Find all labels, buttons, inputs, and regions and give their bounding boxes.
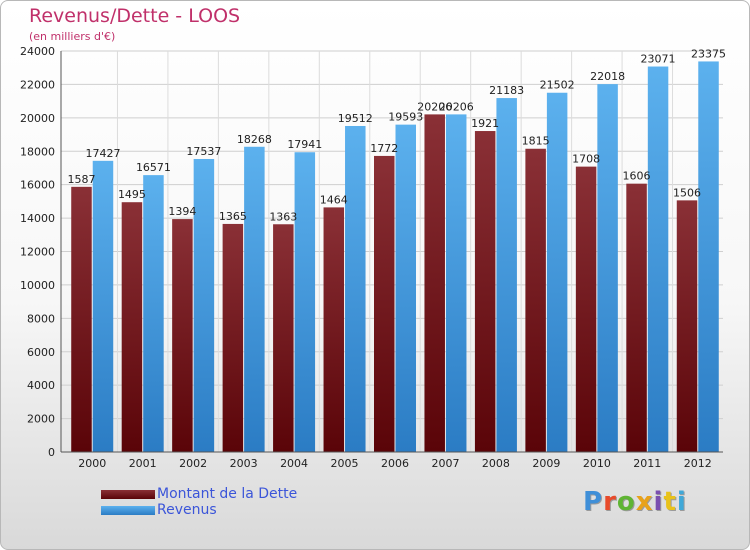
bar-debt-2002 [172,219,193,452]
x-tick-label-2003: 2003 [230,457,258,470]
logo-letter: o [616,487,636,517]
x-tick-label-2006: 2006 [381,457,409,470]
bar-revenus-2006 [395,124,416,453]
bar-revenus-2007 [445,114,467,452]
x-tick-label-2004: 2004 [280,457,308,470]
legend-swatch-revenus [101,506,155,515]
bar-revenus-2004 [294,152,316,453]
chart-subtitle: (en milliers d'€) [29,30,116,43]
y-tick-label-24000: 24000 [20,45,55,58]
data-label-revenus-2008: 21183 [489,84,524,97]
legend-swatch-debt [101,490,155,499]
data-label-debt-2004: 1363 [269,210,297,223]
data-label-revenus-2005: 19512 [338,112,373,125]
y-tick-label-8000: 8000 [27,312,55,325]
data-label-revenus-2004: 17941 [287,138,322,151]
chart-title: Revenus/Dette - LOOS [29,5,241,27]
x-tick-label-2005: 2005 [331,457,359,470]
bar-revenus-2012 [698,61,719,452]
data-label-debt-2001: 1495 [118,188,146,201]
data-label-debt-2006: 1772 [370,142,398,155]
y-tick-label-14000: 14000 [20,212,55,225]
legend-label-debt: Montant de la Dette [157,486,298,502]
bar-debt-2000 [71,186,92,452]
x-tick-label-2002: 2002 [179,457,207,470]
x-tick-label-2009: 2009 [532,457,560,470]
bar-debt-2007 [424,114,445,452]
bar-revenus-2009 [546,92,568,452]
data-label-debt-2002: 1394 [168,205,196,218]
bar-debt-2008 [474,131,496,453]
data-label-revenus-2012: 23375 [691,47,726,60]
data-labels: 1587 17427 1495 16571 1394 17537 1365 18268 1363… [67,47,726,223]
bar-revenus-2010 [597,84,618,453]
proxiti-logo: Proxiti [583,487,687,517]
data-label-revenus-2001: 16571 [136,161,171,174]
bar-revenus-2011 [647,66,669,453]
data-label-revenus-2007: 20206 [439,100,474,113]
x-tick-label-2000: 2000 [78,457,106,470]
data-label-debt-2011: 1606 [623,170,651,183]
data-label-revenus-2009: 21502 [540,79,575,92]
data-label-debt-2012: 1506 [673,186,701,199]
y-tick-label-6000: 6000 [27,346,55,359]
x-tick-label-2010: 2010 [583,457,611,470]
y-tick-label-18000: 18000 [20,145,55,158]
bar-revenus-2003 [244,146,265,453]
bar-debt-2009 [525,148,546,452]
y-tick-label-2000: 2000 [27,413,55,426]
bar-debt-2003 [222,223,244,452]
y-tick-label-20000: 20000 [20,112,55,125]
bar-debt-2011 [626,183,647,452]
data-label-revenus-2011: 23071 [641,53,676,66]
data-label-revenus-2000: 17427 [85,147,120,160]
data-label-revenus-2003: 18268 [237,133,272,146]
y-tick-label-0: 0 [48,446,55,459]
bar-revenus-2008 [496,98,517,452]
data-label-debt-2007: 20206 [417,100,452,113]
bar-revenus-2005 [345,125,366,452]
y-tick-label-16000: 16000 [20,179,55,192]
y-tick-label-22000: 22000 [20,78,55,91]
x-tick-label-2007: 2007 [431,457,459,470]
y-tick-label-4000: 4000 [27,379,55,392]
logo-letter: t [663,487,677,517]
bars [71,61,719,453]
bar-debt-2006 [374,155,395,452]
logo-letter: x [635,487,654,517]
legend-label-revenus: Revenus [157,502,217,518]
bar-debt-2010 [575,166,597,452]
logo-letter: i [653,487,664,517]
x-tick-label-2011: 2011 [633,457,661,470]
data-label-revenus-2006: 19593 [388,111,423,124]
data-label-revenus-2010: 22018 [590,70,625,83]
data-label-revenus-2002: 17537 [186,145,221,158]
bar-debt-2012 [676,200,698,452]
data-label-debt-2010: 1708 [572,153,600,166]
logo-letter: r [603,487,617,517]
x-tick-label-2008: 2008 [482,457,510,470]
data-label-debt-2008: 1921 [471,117,499,130]
data-label-debt-2009: 1815 [522,135,550,148]
bar-debt-2004 [273,224,294,452]
logo-letter: i [676,487,687,517]
x-tick-label-2001: 2001 [129,457,157,470]
y-tick-label-10000: 10000 [20,279,55,292]
data-label-debt-2000: 1587 [67,173,95,186]
bar-debt-2001 [121,202,143,452]
bar-revenus-2002 [193,158,215,452]
x-tick-label-2012: 2012 [684,457,712,470]
bar-debt-2005 [323,207,345,452]
data-label-debt-2003: 1365 [219,210,247,223]
axes: 0 2000 4000 6000 8000 10000 12000 14000 16000 180… [20,45,723,470]
bar-revenus-2001 [143,175,164,452]
bar-revenus-2000 [92,160,114,453]
logo-letter: P [583,487,604,517]
y-tick-label-12000: 12000 [20,246,55,259]
data-label-debt-2005: 1464 [320,193,348,206]
